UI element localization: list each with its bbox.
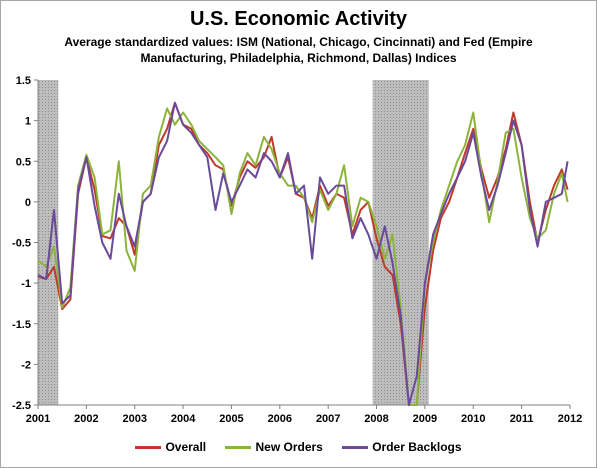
x-tick-label: 2010 <box>461 413 485 425</box>
x-tick-label: 2004 <box>171 413 196 425</box>
legend-label-new-orders: New Orders <box>255 440 323 454</box>
y-tick-label: -2.5 <box>12 400 31 412</box>
x-tick-label: 2002 <box>74 413 98 425</box>
y-tick-label: -1 <box>21 278 31 290</box>
legend: Overall New Orders Order Backlogs <box>0 440 597 454</box>
x-tick-label: 2006 <box>268 413 292 425</box>
y-tick-label: -1.5 <box>12 319 31 331</box>
x-tick-label: 2005 <box>219 413 243 425</box>
legend-item-overall: Overall <box>135 440 206 454</box>
y-tick-label: 0 <box>25 197 31 209</box>
x-tick-label: 2012 <box>558 413 582 425</box>
series-line-overall <box>37 101 569 406</box>
y-tick-label: 1 <box>25 116 31 128</box>
legend-item-order-backlogs: Order Backlogs <box>342 440 462 454</box>
x-tick-label: 2001 <box>26 413 50 425</box>
recession-shade-0 <box>38 80 59 405</box>
x-tick-label: 2011 <box>510 413 534 425</box>
x-tick-label: 2007 <box>316 413 340 425</box>
y-tick-label: 0.5 <box>16 156 31 168</box>
legend-label-overall: Overall <box>165 440 207 454</box>
y-tick-label: 1.5 <box>16 75 31 87</box>
legend-swatch-overall <box>135 446 162 450</box>
series-line-order-backlogs <box>37 101 569 406</box>
legend-swatch-order-backlogs <box>342 446 369 450</box>
chart-title: U.S. Economic Activity <box>189 8 408 30</box>
x-tick-label: 2009 <box>413 413 437 425</box>
series-line-new-orders <box>37 107 569 406</box>
legend-label-order-backlogs: Order Backlogs <box>372 440 462 454</box>
x-tick-label: 2008 <box>364 413 388 425</box>
y-tick-label: -0.5 <box>12 238 31 250</box>
x-tick-label: 2003 <box>122 413 146 425</box>
legend-item-new-orders: New Orders <box>225 440 323 454</box>
y-tick-label: -2 <box>21 359 31 371</box>
chart-subtitle: Average standardized values: ISM (Nation… <box>64 35 533 65</box>
legend-swatch-new-orders <box>225 446 252 450</box>
